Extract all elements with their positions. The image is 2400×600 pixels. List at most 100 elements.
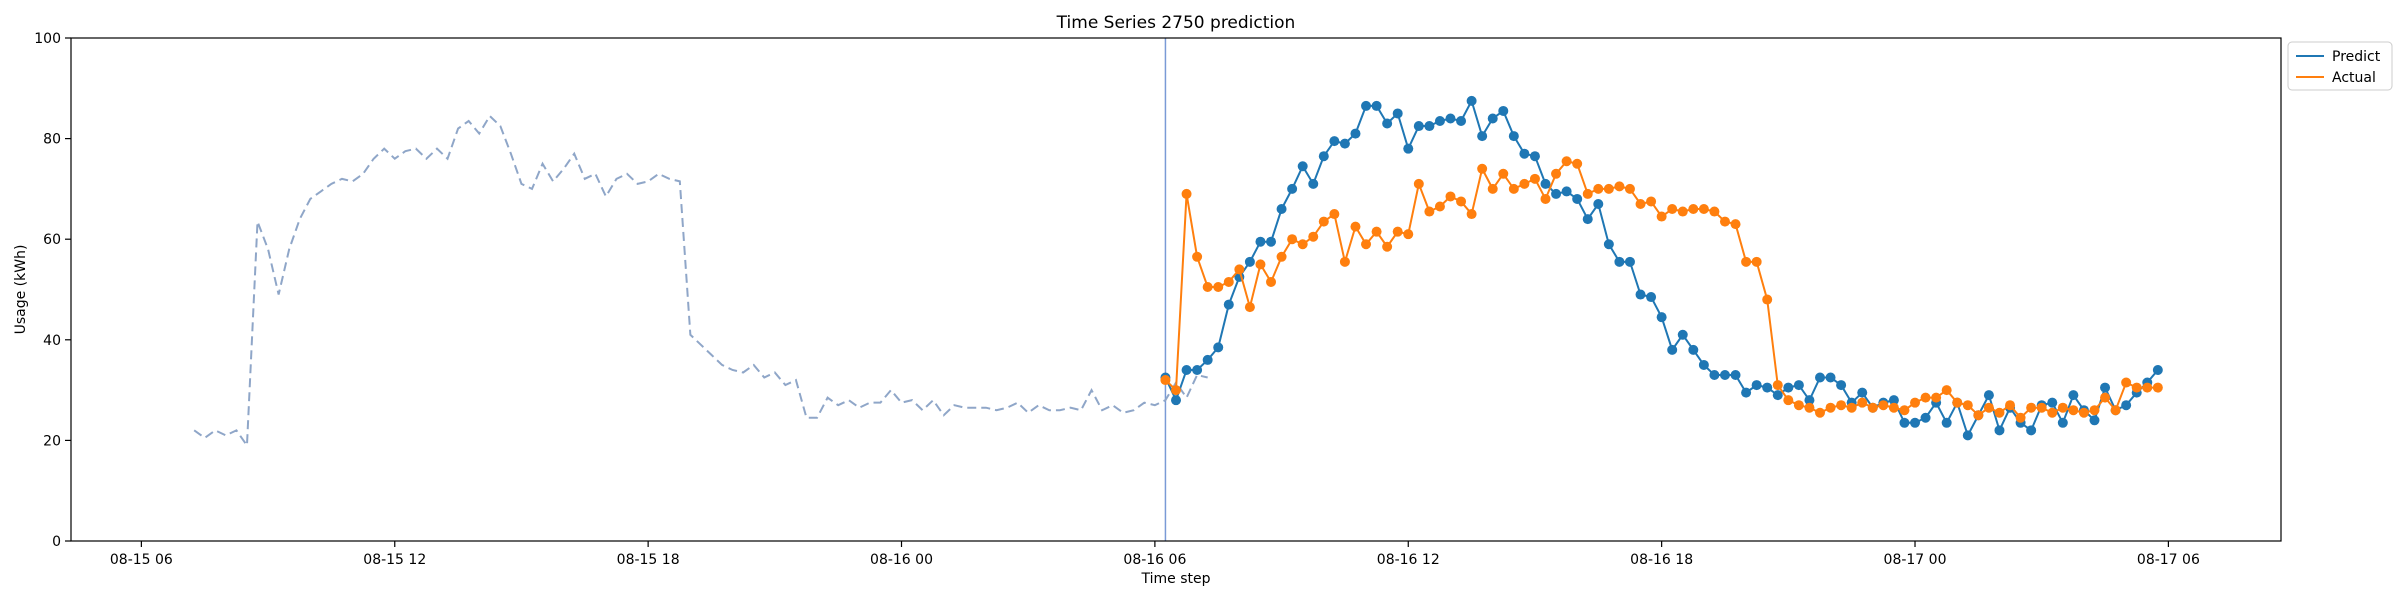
predict-point [1466,95,1477,106]
predict-point [1392,108,1403,119]
predict-point [2057,417,2068,428]
actual-point [1361,239,1372,250]
actual-point [1392,226,1403,237]
predict-point [2100,382,2111,393]
actual-point [1202,281,1213,292]
predict-point [1783,382,1794,393]
actual-point [1434,201,1445,212]
actual-point [1181,188,1192,199]
actual-point [1308,231,1319,242]
predict-point [1983,390,1994,401]
predict-point [1815,372,1825,383]
actual-point [1941,385,1952,396]
actual-point [1424,206,1435,217]
predict-point [1572,193,1583,204]
predict-point [1487,113,1498,124]
predict-point [1677,329,1688,340]
actual-point [1878,400,1889,411]
predict-point [1551,188,1562,199]
predict-point [1698,359,1709,370]
predict-point [1339,138,1350,149]
predict-point [1624,256,1635,267]
actual-point [2036,402,2047,413]
predict-point [1593,198,1604,209]
predict-point [1540,178,1551,189]
actual-point [1910,397,1921,408]
actual-point [1413,178,1424,189]
predict-point [2047,397,2058,408]
legend: Predict Actual [2287,41,2393,91]
actual-point [1318,216,1329,227]
predict-point [1456,116,1467,126]
predict-point [1434,116,1445,126]
actual-point [1772,380,1783,391]
actual-point [1223,276,1234,287]
actual-point [1171,385,1181,396]
actual-point [1751,256,1762,267]
plot-frame [70,37,2282,542]
predict-point [1171,395,1181,406]
actual-point [1519,178,1530,189]
actual-point [1783,395,1794,406]
actual-point [2131,382,2142,393]
predict-point [1424,121,1435,132]
predict-point [1719,370,1730,381]
predict-point [1329,136,1340,147]
actual-point [1276,251,1287,262]
history-line [193,114,1208,449]
y-tick-label: 100 [34,31,61,47]
predict-point [2026,425,2037,436]
actual-point [1804,402,1815,413]
actual-point [1962,400,1973,411]
predict-point [1762,382,1773,393]
predict-point [1297,161,1308,172]
actual-point [1508,183,1519,194]
actual-point [1920,392,1931,403]
actual-point [1234,264,1245,275]
predict-point [1213,342,1224,353]
actual-point [2047,407,2058,418]
actual-point [1603,183,1614,194]
actual-point [2142,382,2153,393]
x-tick-label: 08-16 18 [1630,552,1693,568]
actual-point [1973,410,1984,421]
predict-point [1582,214,1593,225]
actual-point [1983,402,1994,413]
y-axis-title: Usage (kWh) [13,245,29,335]
actual-point [1730,219,1741,230]
predict-point [1857,387,1868,398]
actual-point [1540,193,1551,204]
predict-point [1508,131,1519,142]
predict-point [1825,372,1836,383]
actual-point [1456,196,1467,207]
predict-point [1793,380,1804,391]
actual-point [1646,196,1657,207]
x-tick-label: 08-15 18 [617,552,680,568]
predict-point [1836,380,1847,391]
actual-point [2152,382,2163,393]
x-tick-label: 08-17 06 [2137,552,2200,568]
predict-point [1202,354,1213,365]
predict-point [1709,370,1720,381]
actual-point [2121,377,2132,388]
actual-point [1836,400,1847,411]
actual-point [1529,173,1540,184]
x-tick-label: 08-17 00 [1884,552,1947,568]
predict-point [1688,344,1699,355]
actual-point [1624,183,1635,194]
actual-point [1244,302,1255,313]
predict-point [1445,113,1456,124]
actual-point [1857,397,1868,408]
actual-point [1371,226,1382,237]
x-tick-label: 08-15 06 [110,552,173,568]
actual-point [1931,392,1942,403]
predict-point [1244,256,1255,267]
predict-point [1287,183,1298,194]
actual-point [1793,400,1804,411]
predict-point [1413,121,1424,132]
x-tick-label: 08-16 00 [870,552,933,568]
predict-point [1656,312,1667,323]
actual-point [1266,276,1277,287]
